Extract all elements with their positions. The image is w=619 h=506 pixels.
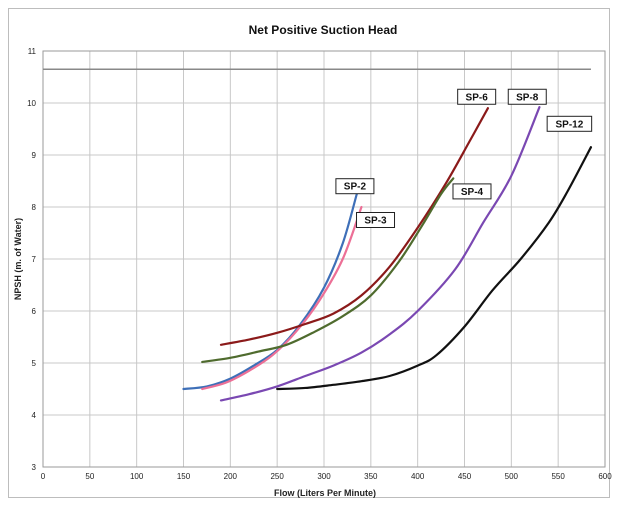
y-tick-label: 5 — [32, 359, 37, 368]
series-line-sp-2 — [182, 192, 358, 391]
series-label-sp-3: SP-3 — [364, 216, 387, 227]
y-axis-ticks: 3 4 5 6 7 8 9 10 11 — [27, 47, 36, 472]
x-tick-label: 350 — [364, 472, 378, 481]
y-tick-label: 8 — [32, 203, 37, 212]
series-label-sp-6: SP-6 — [466, 92, 489, 103]
series-label-box-sp-3 — [356, 212, 396, 228]
series-label-box-sp-6 — [457, 88, 497, 105]
series-label-box-sp-4 — [452, 183, 492, 200]
series-labels: SP-2 SP-3 SP-6 SP-4 SP-8 SP-12 — [335, 88, 593, 228]
series-label-sp-12: SP-12 — [556, 119, 584, 130]
x-tick-label: 250 — [270, 472, 284, 481]
x-tick-label: 550 — [551, 472, 565, 481]
x-tick-label: 600 — [598, 472, 612, 481]
plot-area-border — [42, 50, 606, 468]
y-tick-label: 7 — [32, 255, 37, 264]
x-tick-label: 0 — [41, 472, 46, 481]
series-lines — [182, 106, 593, 402]
y-tick-label: 4 — [32, 411, 37, 420]
series-label-sp-4: SP-4 — [461, 187, 484, 198]
series-line-sp-6 — [219, 107, 490, 346]
y-tick-label: 9 — [32, 151, 37, 160]
x-tick-label: 450 — [458, 472, 472, 481]
x-tick-label: 500 — [505, 472, 519, 481]
series-label-box-sp-12 — [546, 115, 593, 132]
series-label-box-sp-2 — [335, 178, 375, 195]
x-tick-label: 200 — [224, 472, 238, 481]
series-line-sp-4 — [201, 177, 455, 364]
x-axis-ticks: 0 50 100 150 200 250 300 350 400 450 500 550 600 — [41, 472, 612, 481]
series-label-sp-2: SP-2 — [344, 182, 367, 193]
x-axis-title: Flow (Liters Per Minute) — [274, 488, 376, 498]
series-line-sp-3 — [201, 205, 363, 391]
series-label-sp-8: SP-8 — [516, 92, 539, 103]
series-line-sp-8 — [219, 106, 541, 402]
y-tick-label: 3 — [32, 463, 37, 472]
x-tick-label: 100 — [130, 472, 144, 481]
y-tick-label: 11 — [28, 47, 37, 56]
x-tick-label: 50 — [85, 472, 94, 481]
x-tick-label: 150 — [177, 472, 191, 481]
series-line-sp-12 — [276, 146, 593, 391]
series-label-box-sp-8 — [507, 88, 547, 105]
x-tick-label: 300 — [317, 472, 331, 481]
chart-frame — [8, 8, 610, 498]
chart-title: Net Positive Suction Head — [249, 23, 398, 37]
y-tick-label: 6 — [32, 307, 37, 316]
y-tick-label: 10 — [27, 99, 36, 108]
y-axis-title: NPSH (m. of Water) — [13, 218, 23, 300]
x-tick-label: 400 — [411, 472, 425, 481]
